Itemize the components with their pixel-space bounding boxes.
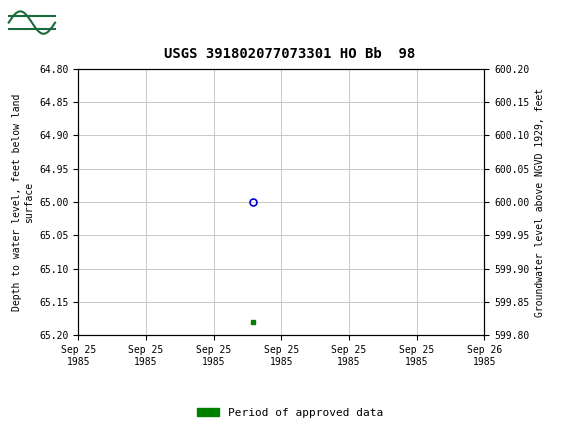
Text: USGS 391802077073301 HO Bb  98: USGS 391802077073301 HO Bb 98 <box>164 47 416 61</box>
Y-axis label: Groundwater level above NGVD 1929, feet: Groundwater level above NGVD 1929, feet <box>535 88 545 316</box>
Legend: Period of approved data: Period of approved data <box>193 403 387 422</box>
Y-axis label: Depth to water level, feet below land
surface: Depth to water level, feet below land su… <box>12 93 34 311</box>
Bar <box>6 4 58 41</box>
Text: USGS: USGS <box>67 14 122 31</box>
